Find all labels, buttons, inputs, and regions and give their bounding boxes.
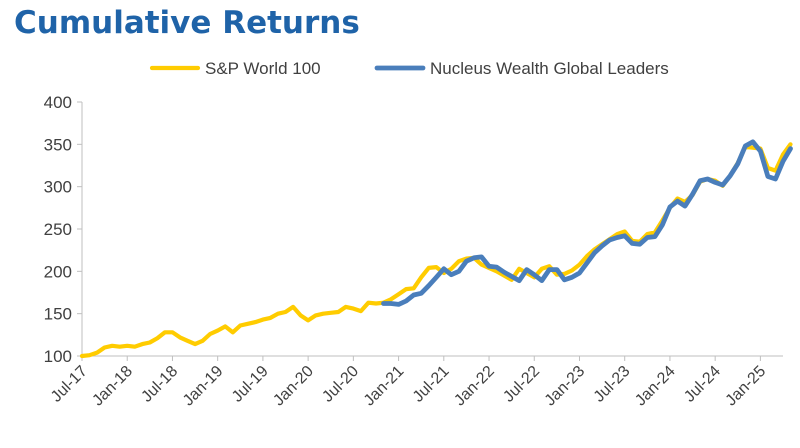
- y-tick-label: 150: [44, 305, 72, 324]
- series-line-sp-world-100: [79, 142, 793, 359]
- chart-title: Cumulative Returns: [14, 5, 360, 41]
- y-tick-label: 100: [44, 347, 72, 366]
- x-tick-label: Jan-25: [723, 363, 770, 410]
- x-tick-label: Jan-18: [89, 363, 136, 410]
- x-tick-label: Jul-22: [500, 363, 543, 406]
- legend: S&P World 100 Nucleus Wealth Global Leade…: [149, 59, 669, 78]
- x-tick-label: Jul-17: [48, 363, 91, 406]
- x-tick-label: Jul-20: [319, 363, 362, 406]
- x-tick-label: Jul-24: [681, 363, 724, 406]
- x-tick-label: Jul-21: [410, 363, 453, 406]
- y-tick-label: 200: [44, 262, 72, 281]
- x-tick-label: Jul-23: [591, 363, 634, 406]
- y-tick-label: 250: [44, 220, 72, 239]
- x-tick-label: Jan-22: [451, 363, 498, 410]
- x-tick-label: Jan-21: [361, 363, 408, 410]
- x-tick-label: Jan-24: [632, 363, 679, 410]
- legend-label: S&P World 100: [205, 59, 321, 78]
- y-axis: 100 150 200 250 300 350 400: [44, 93, 83, 366]
- x-tick-label: Jul-19: [229, 363, 272, 406]
- series-line-nucleus-global-leaders: [381, 139, 793, 307]
- y-tick-label: 400: [44, 93, 72, 112]
- x-tick-label: Jan-20: [270, 363, 317, 410]
- x-tick-label: Jan-23: [542, 363, 589, 410]
- legend-label: Nucleus Wealth Global Leaders: [430, 59, 669, 78]
- y-tick-label: 350: [44, 135, 72, 154]
- series-layer: [79, 139, 793, 359]
- x-tick-label: Jan-19: [180, 363, 227, 410]
- y-tick-label: 300: [44, 178, 72, 197]
- x-tick-label: Jul-18: [138, 363, 181, 406]
